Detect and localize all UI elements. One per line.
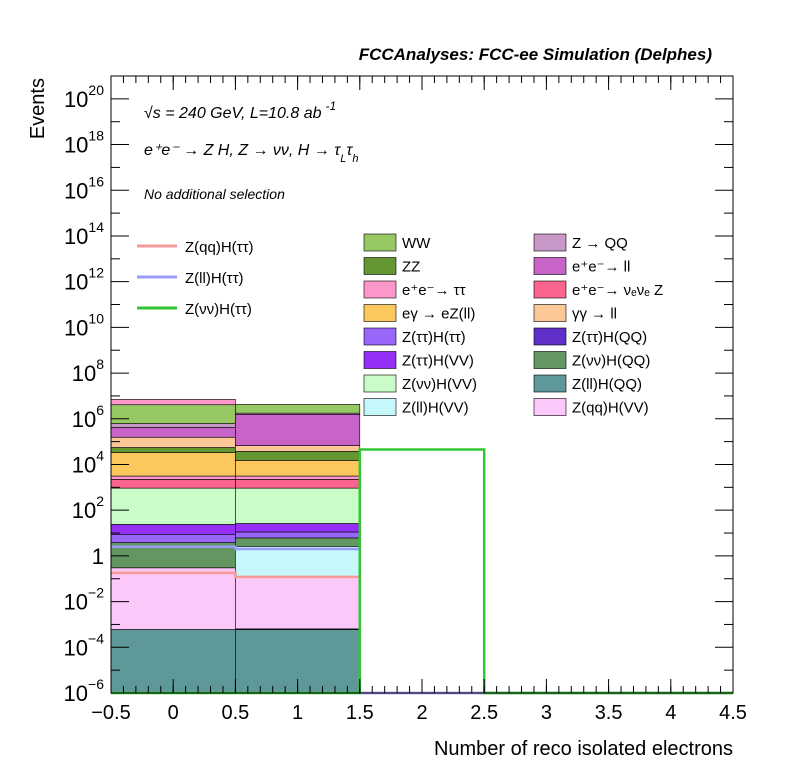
y-tick-label: 108 [72, 356, 104, 386]
y-tick-label: 1014 [64, 219, 104, 249]
x-tick-label: 3.5 [595, 702, 623, 724]
y-tick-label: 1 [92, 544, 104, 569]
stack-bar [110, 427, 236, 438]
legend-swatch [363, 280, 397, 299]
stack-bar [235, 451, 361, 461]
x-tick-label: 2 [416, 702, 427, 724]
y-tick-label: 104 [72, 447, 104, 477]
stack-bar [235, 479, 361, 489]
process-label: e⁺e⁻ → Z H, Z → νν, H → τLτh [144, 142, 358, 165]
legend-swatch [363, 327, 397, 346]
legend-label: Z(ll)H(VV) [402, 400, 469, 417]
y-tick-label: 1018 [64, 128, 104, 158]
legend-swatch [363, 374, 397, 393]
stack-bar [235, 576, 361, 630]
legend-label: e⁺e⁻→ νₑνₑ Z [572, 282, 663, 299]
x-tick-label: 1.5 [346, 702, 374, 724]
legend-label: γγ → ll [572, 306, 617, 323]
y-tick-label: 1016 [64, 173, 104, 203]
legend-label: Z(ττ)H(VV) [402, 353, 474, 370]
legend-swatch [533, 398, 567, 416]
legend-label: e⁺e⁻→ ττ [402, 282, 466, 299]
legend-label: WW [402, 235, 431, 252]
stack-bar [110, 404, 236, 424]
legend-swatch [533, 327, 567, 346]
stack-bar [110, 475, 236, 480]
legend-swatch [533, 374, 567, 393]
x-axis-title: Number of reco isolated electrons [434, 738, 733, 760]
legend-swatch [363, 233, 397, 252]
stack-bar [235, 546, 361, 578]
selection-label: No additional selection [144, 186, 285, 202]
x-tick-label: −0.5 [91, 702, 130, 724]
legend: Z(qq)H(ττ) Z(ll)H(ττ) Z(νν)H(ττ) WW ZZ e⁺e⁻→ … [137, 233, 663, 417]
stack-bar [235, 523, 361, 533]
x-tick-label: 0.5 [221, 702, 249, 724]
x-tick-label: 4.5 [719, 702, 747, 724]
stack-bar [235, 460, 361, 477]
legend-line-label: Z(ll)H(ττ) [185, 270, 244, 287]
stack-bar [110, 436, 236, 448]
stack-bar [235, 445, 361, 452]
stack-bar [110, 524, 236, 535]
stack-bar [235, 404, 361, 414]
legend-label: Z(ττ)H(ττ) [402, 329, 466, 346]
legend-label: Z(ll)H(QQ) [572, 376, 642, 393]
legend-label: eγ → eZ(ll) [402, 306, 475, 323]
stack-bar [110, 567, 236, 630]
x-axis: −0.5 0 0.5 1 1.5 2 2.5 3 3.5 4 4.5 [91, 76, 747, 724]
legend-swatch [533, 257, 567, 275]
y-tick-label: 10−2 [64, 585, 105, 615]
stack-bar [110, 399, 236, 406]
y-tick-label: 1010 [64, 310, 104, 340]
y-axis-title: Events [27, 78, 49, 139]
legend-line-label: Z(qq)H(ττ) [185, 239, 254, 256]
legend-swatch [363, 304, 397, 322]
y-tick-label: 1012 [64, 265, 104, 295]
stack-bar [235, 537, 361, 547]
legend-swatch [363, 351, 397, 369]
stack-bar [110, 452, 236, 477]
energy-lumi-label: √s = 240 GeV, L=10.8 ab -1 [144, 99, 336, 122]
stack-bar [235, 414, 361, 446]
x-tick-label: 3 [541, 702, 552, 724]
y-tick-label: 1020 [64, 82, 104, 112]
x-tick-label: 1 [292, 702, 303, 724]
legend-label: Z(ττ)H(QQ) [572, 329, 647, 346]
y-tick-label: 10−6 [64, 676, 105, 706]
legend-swatch [533, 233, 567, 252]
legend-label: Z(qq)H(VV) [572, 400, 649, 417]
y-axis: 10−6 10−4 10−2 1 102 104 106 108 1010 1012 1014 101… [64, 75, 733, 706]
stack-bar [235, 487, 361, 524]
legend-label: ZZ [402, 259, 420, 276]
legend-label: e⁺e⁻→ ll [572, 259, 630, 276]
legend-label: Z → QQ [572, 235, 628, 252]
stack-bar [110, 423, 236, 428]
legend-label: Z(νν)H(QQ) [572, 353, 650, 370]
legend-line-label: Z(νν)H(ττ) [185, 301, 252, 318]
stack-bar [110, 534, 236, 543]
stack-bar [110, 479, 236, 489]
legend-swatch [533, 304, 567, 322]
legend-swatch [533, 280, 567, 299]
stack-bar [110, 447, 236, 453]
chart-title: FCCAnalyses: FCC-ee Simulation (Delphes) [359, 45, 713, 64]
x-tick-label: 0 [168, 702, 179, 724]
x-tick-label: 4 [665, 702, 676, 724]
stack-bar [235, 475, 361, 480]
y-tick-label: 106 [72, 402, 104, 432]
y-tick-label: 102 [72, 493, 104, 523]
legend-swatch [363, 398, 397, 416]
stack-bar [110, 487, 236, 525]
legend-swatch [533, 351, 567, 369]
legend-swatch [363, 257, 397, 275]
legend-label: Z(νν)H(VV) [402, 376, 477, 393]
x-tick-label: 2.5 [470, 702, 498, 724]
y-tick-label: 10−4 [64, 630, 105, 660]
stack-bar [235, 531, 361, 539]
stacked-histogram [110, 399, 361, 694]
